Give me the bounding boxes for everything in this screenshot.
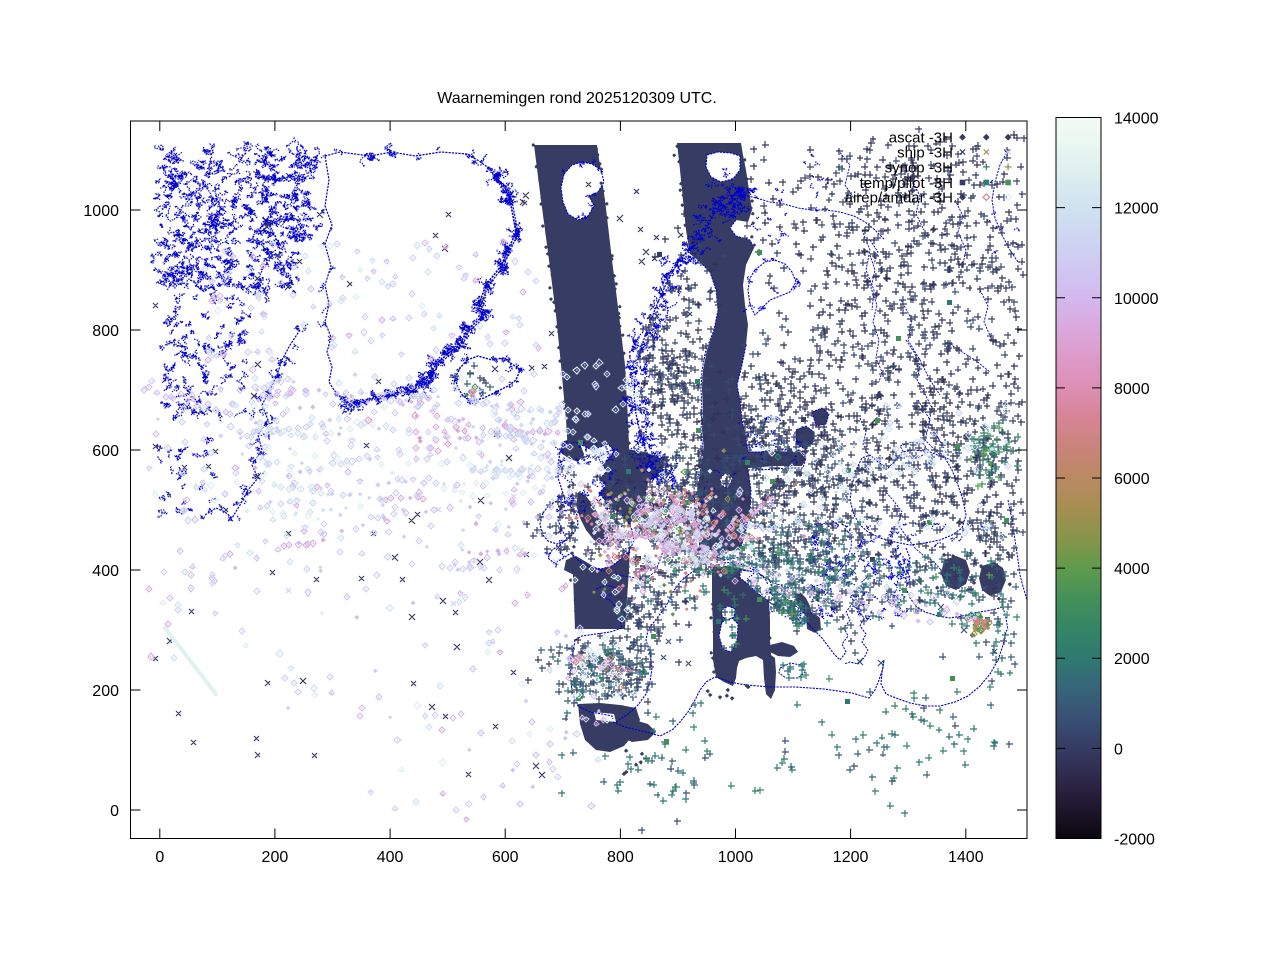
svg-text:200: 200: [262, 849, 289, 866]
svg-text:ascat -3H: ascat -3H: [889, 130, 953, 147]
svg-text:6000: 6000: [1114, 471, 1150, 488]
svg-text:1000: 1000: [718, 849, 754, 866]
svg-text:ship -3H: ship -3H: [897, 145, 953, 162]
svg-text:800: 800: [607, 849, 634, 866]
svg-text:4000: 4000: [1114, 561, 1150, 578]
svg-text:synop -3H: synop -3H: [885, 159, 953, 176]
svg-text:-2000: -2000: [1114, 832, 1155, 849]
svg-text:14000: 14000: [1114, 111, 1159, 128]
svg-text:0: 0: [155, 849, 164, 866]
svg-text:0: 0: [110, 803, 119, 820]
svg-text:1200: 1200: [833, 849, 869, 866]
svg-text:2000: 2000: [1114, 651, 1150, 668]
svg-text:1000: 1000: [83, 203, 119, 220]
svg-text:8000: 8000: [1114, 381, 1150, 398]
svg-text:600: 600: [92, 443, 119, 460]
svg-text:Waarnemingen rond 2025120309 U: Waarnemingen rond 2025120309 UTC.: [437, 90, 717, 107]
svg-text:10000: 10000: [1114, 291, 1159, 308]
svg-text:400: 400: [377, 849, 404, 866]
svg-text:0: 0: [1114, 741, 1123, 758]
svg-text:800: 800: [92, 323, 119, 340]
svg-text:600: 600: [492, 849, 519, 866]
svg-text:12000: 12000: [1114, 201, 1159, 218]
svg-text:temp/pilot -3H: temp/pilot -3H: [860, 175, 953, 192]
svg-text:1400: 1400: [948, 849, 984, 866]
svg-text:airep/amdar -3H: airep/amdar -3H: [845, 190, 953, 207]
svg-text:200: 200: [92, 683, 119, 700]
svg-text:400: 400: [92, 563, 119, 580]
